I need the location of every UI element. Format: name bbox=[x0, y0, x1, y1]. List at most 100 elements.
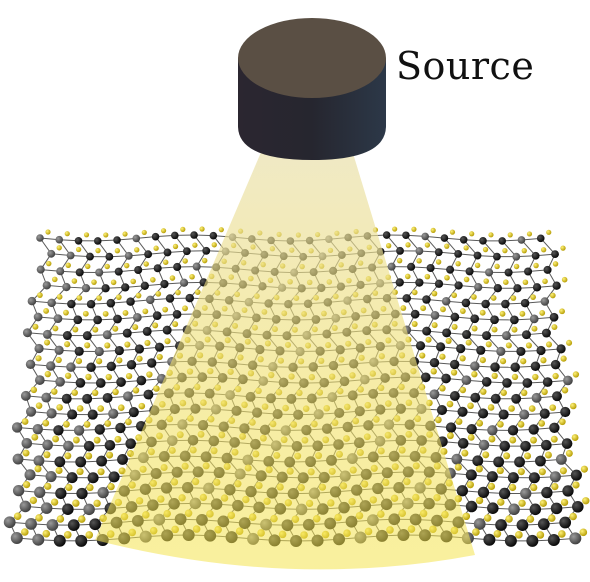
metal-atom bbox=[541, 328, 551, 338]
metal-atom bbox=[504, 534, 517, 547]
chalcogen-atom bbox=[112, 388, 119, 396]
chalcogen-atom bbox=[56, 245, 62, 251]
chalcogen-atom bbox=[559, 418, 566, 426]
metal-atom bbox=[434, 279, 444, 288]
chalcogen-atom bbox=[430, 368, 437, 375]
chalcogen-atom bbox=[134, 247, 140, 253]
metal-atom bbox=[94, 424, 105, 435]
metal-atom bbox=[560, 406, 571, 418]
metal-atom bbox=[172, 309, 182, 319]
metal-atom bbox=[490, 362, 500, 372]
metal-atom bbox=[508, 503, 520, 516]
metal-atom bbox=[185, 293, 194, 303]
metal-atom bbox=[54, 345, 64, 355]
metal-atom bbox=[454, 249, 463, 258]
chalcogen-atom bbox=[532, 373, 539, 381]
metal-atom bbox=[552, 391, 562, 402]
chalcogen-atom bbox=[411, 226, 417, 232]
metal-atom bbox=[535, 455, 546, 467]
chalcogen-atom bbox=[192, 242, 198, 248]
chalcogen-atom bbox=[521, 248, 527, 254]
metal-atom bbox=[482, 331, 492, 341]
chalcogen-atom bbox=[43, 308, 50, 314]
metal-atom bbox=[114, 345, 124, 356]
metal-atom bbox=[462, 330, 472, 340]
chalcogen-atom bbox=[439, 385, 446, 392]
chalcogen-atom bbox=[125, 372, 133, 380]
metal-atom bbox=[160, 279, 169, 289]
chalcogen-atom bbox=[153, 245, 159, 251]
metal-atom bbox=[165, 294, 175, 303]
chalcogen-atom bbox=[530, 483, 538, 492]
metal-atom bbox=[562, 485, 574, 497]
metal-atom bbox=[516, 346, 526, 357]
chalcogen-atom bbox=[85, 452, 93, 460]
metal-atom bbox=[492, 252, 501, 261]
chalcogen-atom bbox=[508, 483, 517, 492]
chalcogen-atom bbox=[155, 290, 162, 297]
chalcogen-atom bbox=[482, 451, 490, 459]
chalcogen-atom bbox=[172, 243, 179, 250]
metal-atom bbox=[449, 391, 460, 401]
chalcogen-atom bbox=[114, 248, 121, 254]
chalcogen-atom bbox=[392, 226, 398, 232]
metal-atom bbox=[163, 248, 172, 257]
metal-atom bbox=[430, 310, 440, 320]
metal-atom bbox=[519, 409, 530, 420]
chalcogen-atom bbox=[84, 263, 91, 270]
chalcogen-atom bbox=[55, 466, 63, 475]
chalcogen-atom bbox=[63, 530, 72, 539]
metal-atom bbox=[113, 314, 122, 324]
metal-atom bbox=[451, 453, 463, 465]
metal-atom bbox=[136, 375, 147, 386]
chalcogen-atom bbox=[42, 529, 51, 538]
chalcogen-atom bbox=[51, 388, 58, 395]
metal-atom bbox=[436, 342, 446, 352]
metal-atom bbox=[547, 533, 560, 546]
chalcogen-atom bbox=[569, 512, 577, 521]
metal-atom bbox=[125, 438, 137, 449]
chalcogen-atom bbox=[566, 339, 573, 346]
metal-atom bbox=[55, 235, 64, 244]
chalcogen-atom bbox=[194, 289, 201, 296]
metal-atom bbox=[108, 408, 119, 419]
chalcogen-atom bbox=[43, 451, 51, 459]
chalcogen-atom bbox=[156, 353, 163, 361]
chalcogen-atom bbox=[552, 261, 559, 267]
metal-atom bbox=[146, 295, 155, 305]
chalcogen-atom bbox=[469, 231, 475, 237]
chalcogen-atom bbox=[491, 372, 498, 380]
chalcogen-atom bbox=[526, 231, 533, 237]
chalcogen-atom bbox=[83, 232, 90, 238]
metal-atom bbox=[93, 315, 103, 325]
metal-atom bbox=[502, 331, 511, 341]
metal-atom bbox=[63, 440, 74, 452]
chalcogen-atom bbox=[507, 232, 513, 238]
chalcogen-atom bbox=[13, 512, 22, 520]
metal-atom bbox=[75, 456, 87, 468]
chalcogen-atom bbox=[524, 452, 532, 460]
metal-atom bbox=[126, 360, 137, 370]
metal-atom bbox=[153, 264, 162, 273]
chalcogen-atom bbox=[503, 279, 509, 285]
metal-atom bbox=[486, 471, 498, 483]
metal-atom bbox=[36, 234, 44, 242]
chalcogen-atom bbox=[463, 245, 469, 251]
metal-atom bbox=[53, 314, 63, 324]
metal-atom bbox=[66, 251, 75, 260]
chalcogen-atom bbox=[435, 259, 442, 265]
metal-atom bbox=[549, 312, 559, 322]
metal-atom bbox=[402, 231, 410, 240]
chalcogen-atom bbox=[496, 467, 504, 475]
metal-atom bbox=[66, 472, 78, 484]
metal-atom bbox=[46, 519, 59, 531]
metal-atom bbox=[47, 298, 56, 308]
metal-atom bbox=[382, 231, 391, 239]
metal-atom bbox=[55, 487, 67, 500]
metal-atom bbox=[542, 377, 553, 387]
metal-atom bbox=[33, 455, 45, 467]
metal-atom bbox=[54, 456, 66, 468]
chalcogen-atom bbox=[531, 325, 538, 332]
chalcogen-atom bbox=[21, 418, 29, 425]
metal-atom bbox=[529, 314, 539, 324]
